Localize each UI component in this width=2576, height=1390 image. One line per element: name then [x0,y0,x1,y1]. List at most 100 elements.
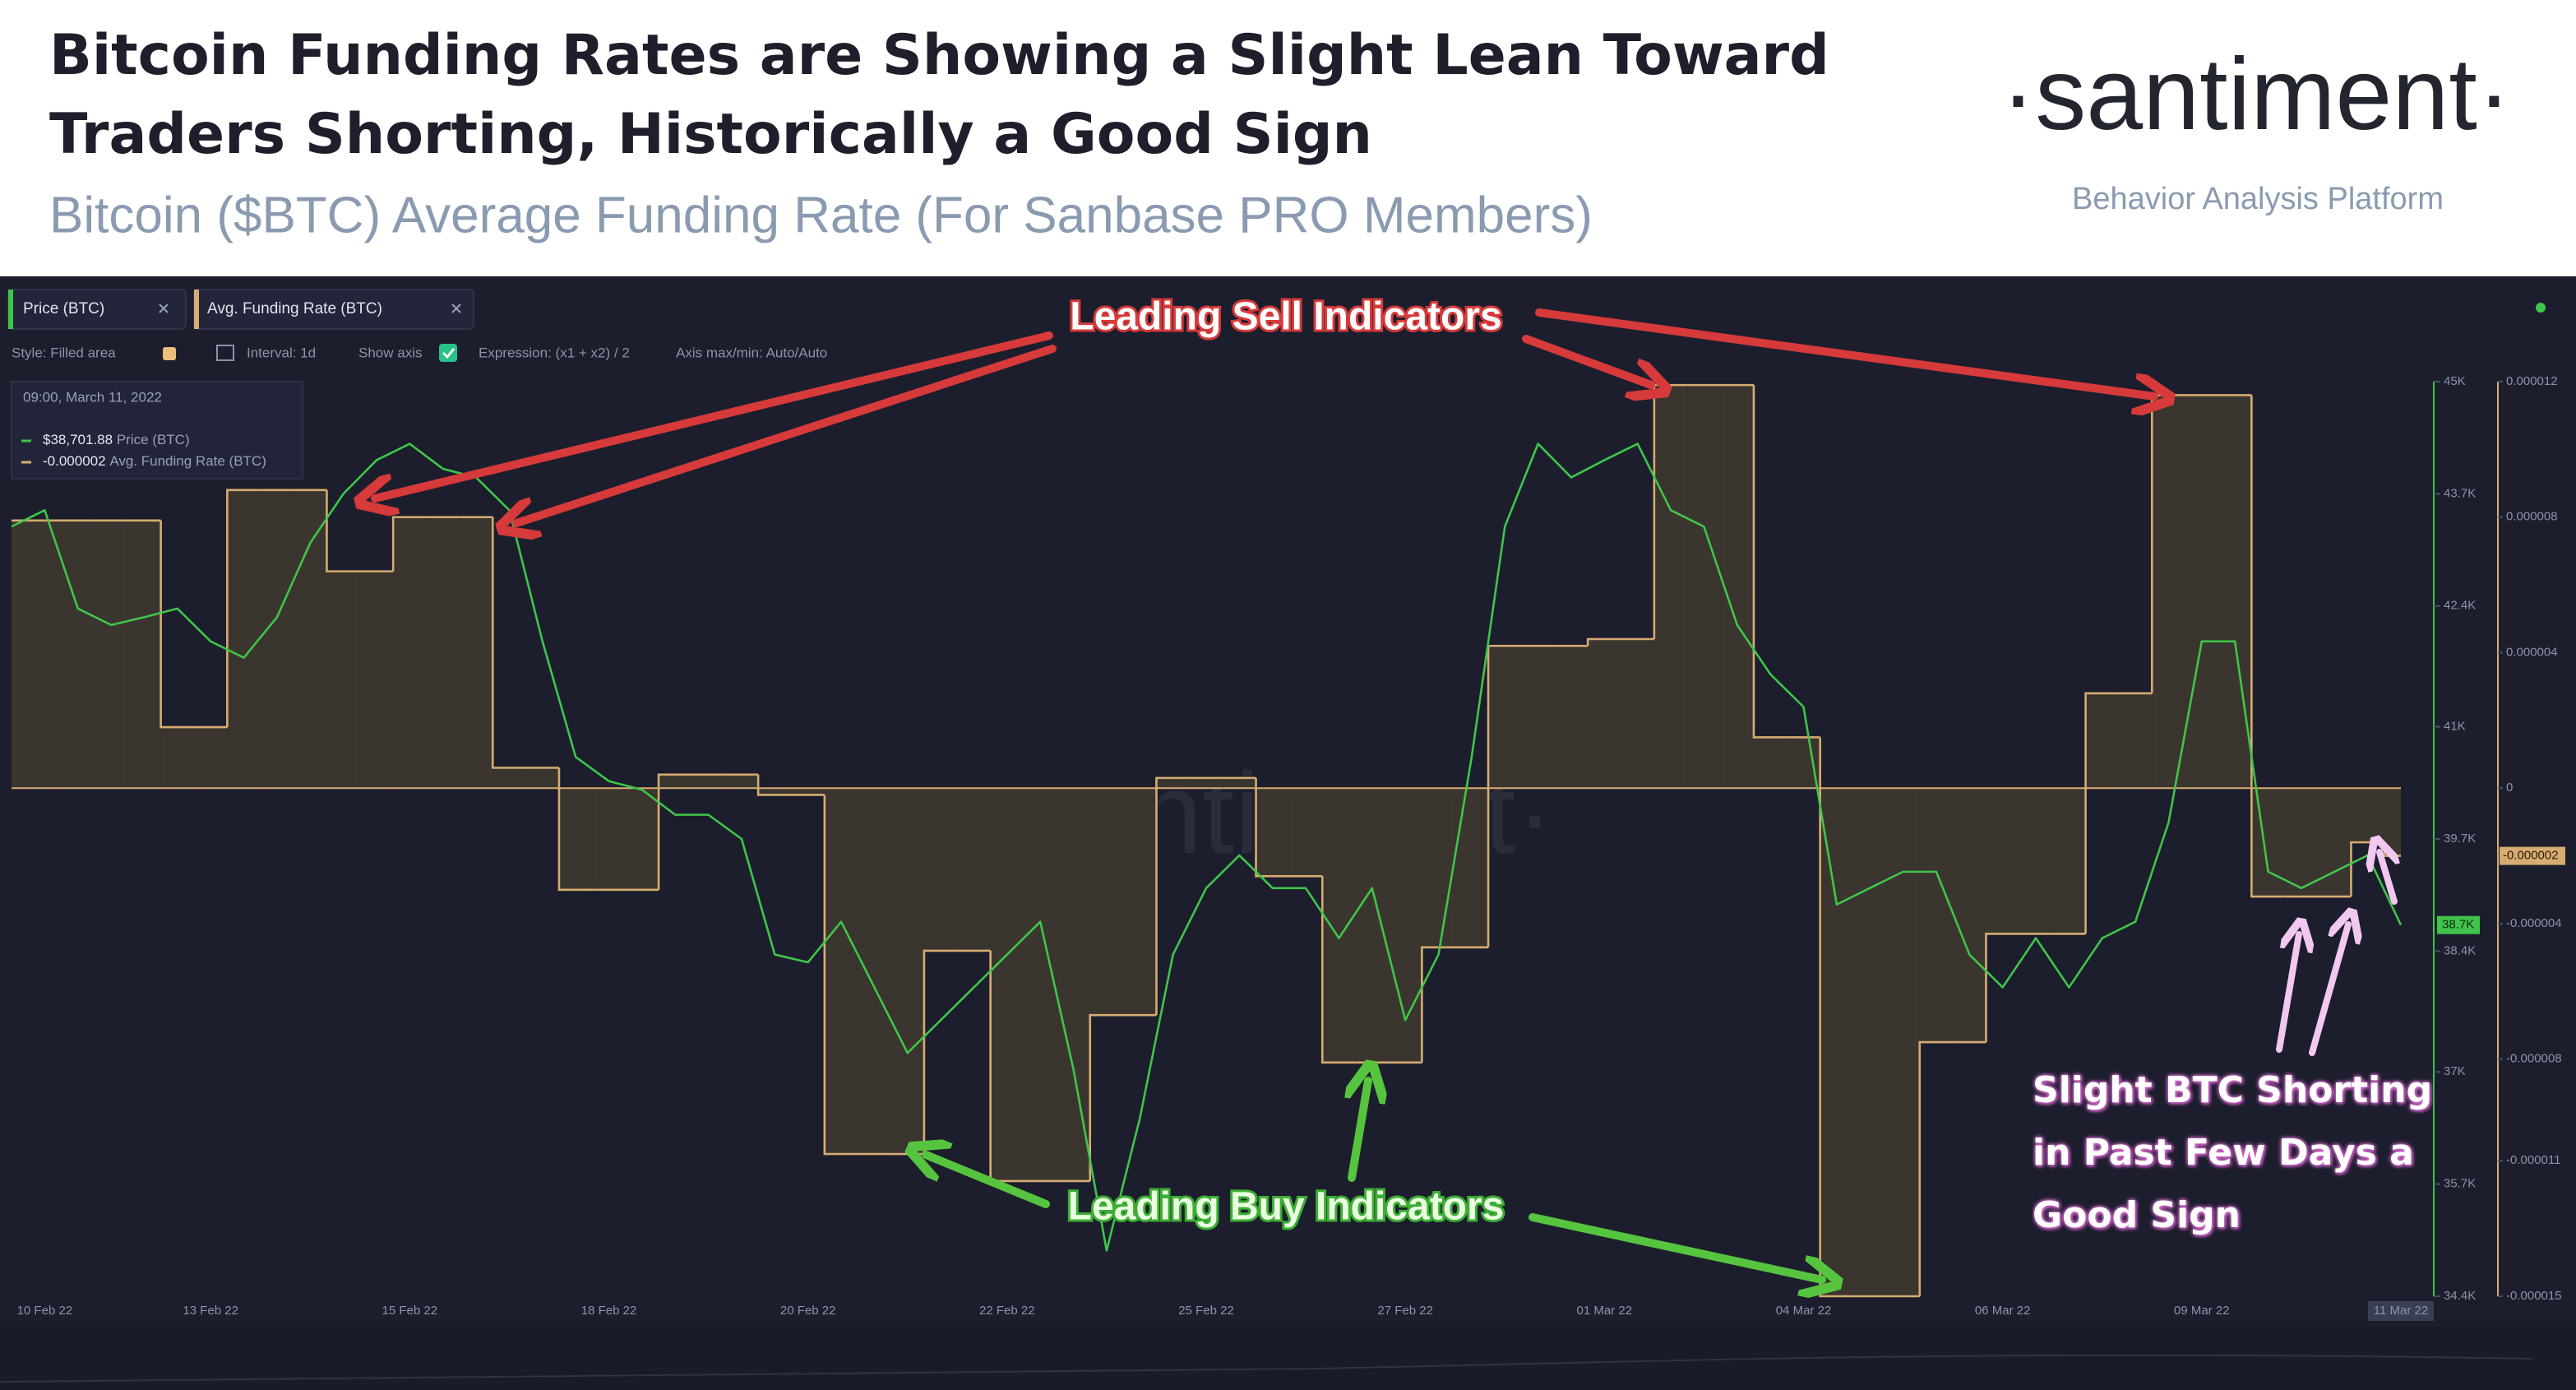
step-line [1752,385,1787,739]
area-step [1720,385,1754,789]
step-line [557,767,593,892]
arrow [926,1155,1050,1208]
area-step [1256,788,1289,877]
toolbar-item[interactable]: Interval: 1d [247,345,316,360]
color-swatch[interactable] [163,347,176,360]
y2-tick-label: 0.000012 [2506,374,2558,388]
y-tick-label: 35.7K [2444,1177,2476,1191]
area-step [957,788,991,951]
y2-tick-label: -0.000015 [2506,1289,2562,1303]
price-badge-label: 38.7K [2442,918,2474,932]
area-step [758,788,792,795]
area-step [1986,788,2019,934]
annotation: Slight BTC Shorting in Past Few Days a G… [2033,1071,2433,1237]
area-step [659,774,692,789]
tab-color [194,290,199,329]
arrow [2276,934,2299,1053]
toolbar-item[interactable]: Axis max/min: Auto/Auto [676,345,827,360]
logo: ·santiment· [2001,38,2511,151]
area-step [193,727,228,789]
area-step [1687,385,1721,789]
x-tick-label: 09 Mar 22 [2174,1304,2230,1318]
area-step [260,489,294,789]
area-step [724,774,759,789]
plot: 45K 43.7K 42.4K 41K 39.7K 38.4K 37K 35.7K 34.4K 0… [11,374,2565,1321]
area-step [1422,788,1455,948]
area-step [2384,788,2401,856]
step-line [1985,933,2019,1043]
area-step [2085,693,2119,789]
area-step [1653,385,1688,789]
arrow [2379,852,2394,905]
area-step [1322,788,1356,1063]
toolbar-item[interactable]: Expression: (x1 + x2) / 2 [479,345,630,360]
step-line [226,489,261,728]
tab-close[interactable] [159,303,169,313]
step-line [1255,777,1289,878]
y-tick-label: 41K [2444,720,2466,734]
area-step [493,767,526,789]
area-step [923,788,958,951]
y-tick-label: 34.4K [2444,1289,2476,1303]
area-step [1454,788,1489,948]
area-step [558,788,593,890]
area-step [1621,639,1654,789]
toolbar-item[interactable]: Style: Filled area [12,345,116,360]
area-step [227,489,261,789]
arrow [1352,1081,1368,1182]
checkbox[interactable] [439,344,457,362]
x-tick-label: 01 Mar 22 [1577,1304,1633,1318]
x-tick-label: 06 Mar 22 [1975,1304,2031,1318]
area-step [1787,737,1820,789]
area-step [1853,788,1887,1296]
x-tick-label: 22 Feb 22 [979,1304,1035,1318]
tab-close[interactable] [451,303,461,313]
area-step [12,520,29,789]
y2-tick-label: -0.000011 [2506,1153,2560,1167]
navigator [0,1326,2576,1390]
arrow [2309,924,2348,1056]
step-line [2250,395,2285,898]
area-step [2152,395,2185,789]
area-step [1521,646,1555,789]
title-box: Bitcoin Funding Rates are Showing a Slig… [49,23,1829,168]
area-step [1355,788,1389,1063]
y-tick-label: 45K [2444,374,2466,388]
area-step [1189,777,1223,789]
x-tick-label: 15 Feb 22 [382,1304,438,1318]
y2-tick-label: -0.000008 [2506,1052,2562,1066]
area-step [1057,788,1090,1181]
toolbar-item[interactable]: Show axis [358,345,422,360]
y2-tick-label: 0.000008 [2506,510,2558,524]
annotation: Leading Buy Indicators [1068,1185,1505,1229]
area-step [1753,737,1787,789]
y-tick-label: 39.7K [2444,832,2476,846]
status-dot [2536,303,2546,313]
area-step [1554,646,1589,789]
area-step [2185,395,2219,789]
annotation-box: Slight BTC Shorting in Past Few Days a G… [2033,1071,2433,1237]
area-step [2118,693,2153,789]
annotation-arrows [375,308,2394,1280]
x-tick-label: 11 Mar 22 [2374,1304,2428,1318]
y-tick-label: 42.4K [2444,599,2476,613]
x-tick-label: 13 Feb 22 [183,1304,238,1318]
annotation: Leading Sell Indicators [1070,295,1501,339]
area-step [2019,788,2053,934]
area-step [1123,788,1157,1016]
area-step [691,774,725,789]
step-line [1320,876,1356,1064]
header-bg [0,0,2576,276]
area-step [2251,788,2285,897]
funding-badge-label: -0.000002 [2503,849,2559,863]
area-step [1886,788,1920,1296]
area-step [2351,788,2384,843]
area-step [1288,788,1323,877]
x-tick-label: 04 Mar 22 [1776,1304,1832,1318]
area-step [2318,788,2352,897]
arrow [1522,335,1651,385]
area-step [326,571,360,789]
check [442,348,456,359]
